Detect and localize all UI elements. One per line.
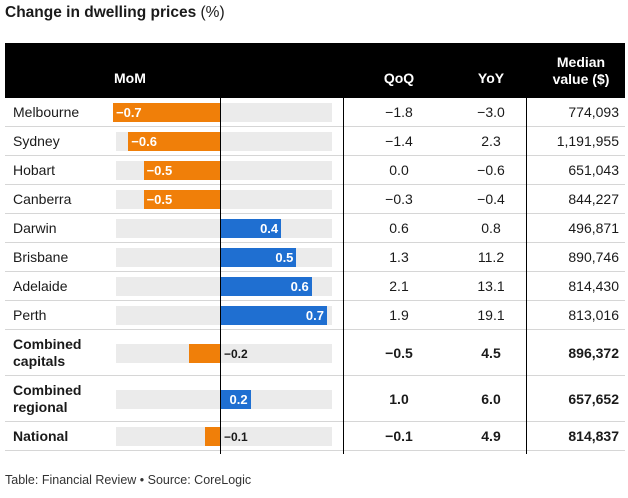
cell-qoq: 1.3	[389, 249, 409, 265]
header-median-line2: value ($)	[552, 71, 610, 87]
mom-value-label: 0.2	[229, 392, 248, 407]
cell-qoq: −0.3	[385, 191, 413, 207]
cell-qoq: 1.0	[389, 390, 409, 407]
cell-median: 651,043	[568, 162, 619, 178]
mom-value-label: 0.4	[260, 221, 279, 236]
mom-bar: −0.5	[143, 161, 220, 180]
cell-qoq: −0.5	[385, 344, 413, 361]
row-name: Perth	[13, 306, 47, 323]
cell-yoy: −0.4	[477, 191, 505, 207]
row-name: Canberra	[13, 190, 72, 207]
mom-bar: −0.5	[143, 190, 220, 209]
mom-value-label: −0.6	[131, 134, 157, 149]
cell-yoy: 4.9	[481, 428, 501, 444]
table-row: Melbourne −1.8 −3.0 774,093 −0.7	[5, 98, 625, 127]
table-row: Canberra −0.3 −0.4 844,227 −0.5	[5, 185, 625, 214]
cell-qoq: −0.1	[385, 428, 413, 444]
column-divider	[526, 98, 527, 454]
mom-value-label: −0.7	[116, 105, 142, 120]
row-name-line1: Combined	[13, 335, 82, 352]
header-median-line1: Median	[556, 54, 606, 70]
mom-bar: 0.2	[220, 390, 251, 409]
footer-source: Table: Financial Review • Source: CoreLo…	[5, 473, 252, 487]
chart-title: Change in dwelling prices (%)	[5, 4, 225, 22]
cell-qoq: 1.9	[389, 307, 409, 323]
zero-axis	[220, 98, 221, 454]
row-name: Hobart	[13, 161, 56, 178]
cell-median: 496,871	[568, 220, 619, 236]
title-unit: (%)	[200, 4, 225, 21]
row-name: Adelaide	[13, 277, 68, 294]
table-row: Brisbane 1.3 11.2 890,746 0.5	[5, 243, 625, 272]
header-yoy: YoY	[477, 70, 505, 86]
cell-median: 890,746	[568, 249, 619, 265]
mom-bar	[189, 344, 220, 363]
cell-yoy: 6.0	[481, 390, 501, 407]
cell-qoq: 2.1	[389, 278, 409, 294]
cell-yoy: 19.1	[477, 307, 505, 323]
row-name: Combined regional	[13, 376, 81, 421]
cell-median: 844,227	[568, 191, 619, 207]
row-name-line2: capitals	[13, 352, 66, 369]
row-name: Darwin	[13, 219, 57, 236]
row-name: Combined capitals	[13, 330, 81, 375]
cell-median: 813,016	[568, 307, 619, 323]
mom-bar: 0.7	[220, 306, 327, 325]
cell-qoq: 0.6	[389, 220, 409, 236]
table-row: Sydney −1.4 2.3 1,191,955 −0.6	[5, 127, 625, 156]
cell-yoy: −3.0	[477, 104, 505, 120]
table-row: Adelaide 2.1 13.1 814,430 0.6	[5, 272, 625, 301]
price-table: MoM QoQ YoY Median value ($) Melbourne −…	[5, 43, 625, 451]
mom-value-label: −0.2	[224, 346, 248, 361]
table-row: Combined regional 1.0 6.0 657,652 0.2	[5, 376, 625, 422]
cell-median: 1,191,955	[556, 133, 619, 149]
cell-median: 814,430	[568, 278, 619, 294]
cell-yoy: 0.8	[481, 220, 501, 236]
mom-value-label: −0.5	[146, 192, 173, 207]
cell-qoq: −1.4	[385, 133, 413, 149]
row-name-line1: Combined	[13, 381, 82, 398]
cell-median: 814,837	[568, 428, 619, 444]
table-row: Perth 1.9 19.1 813,016 0.7	[5, 301, 625, 330]
bar-track	[116, 344, 332, 363]
mom-bar: 0.5	[220, 248, 297, 267]
mom-value-label: 0.5	[275, 250, 294, 265]
cell-yoy: −0.6	[477, 162, 505, 178]
header-qoq: QoQ	[383, 70, 415, 86]
table-row: Darwin 0.6 0.8 496,871 0.4	[5, 214, 625, 243]
title-text: Change in dwelling prices	[5, 4, 197, 21]
table-header: MoM QoQ YoY Median value ($)	[5, 43, 625, 98]
cell-median: 774,093	[568, 104, 619, 120]
cell-qoq: 0.0	[389, 162, 409, 178]
mom-value-label: 0.7	[305, 308, 324, 323]
mom-value-label: 0.6	[290, 279, 309, 294]
row-name: Brisbane	[13, 248, 69, 265]
header-mom: MoM	[114, 70, 146, 86]
cell-yoy: 11.2	[477, 249, 505, 265]
cell-yoy: 2.3	[481, 133, 501, 149]
row-name-line2: regional	[13, 398, 68, 415]
header-median: Median value ($)	[537, 54, 625, 88]
mom-bar: 0.4	[220, 219, 282, 238]
row-name: Sydney	[13, 132, 60, 149]
mom-bar: 0.6	[220, 277, 312, 296]
row-name: Melbourne	[13, 103, 80, 120]
mom-value-label: −0.5	[146, 163, 173, 178]
table-row: Combined capitals −0.5 4.5 896,372 −0.2	[5, 330, 625, 376]
cell-qoq: −1.8	[385, 104, 413, 120]
mom-bar	[204, 427, 220, 446]
bar-track	[116, 427, 332, 446]
cell-median: 657,652	[568, 390, 619, 407]
cell-yoy: 13.1	[477, 278, 505, 294]
column-divider	[343, 98, 344, 454]
table-row: Hobart 0.0 −0.6 651,043 −0.5	[5, 156, 625, 185]
table-row: National −0.1 4.9 814,837 −0.1	[5, 422, 625, 451]
mom-bar: −0.6	[128, 132, 220, 151]
mom-bar: −0.7	[113, 103, 220, 122]
mom-value-label: −0.1	[224, 429, 248, 444]
cell-median: 896,372	[568, 344, 619, 361]
row-name: National	[13, 427, 69, 444]
cell-yoy: 4.5	[481, 344, 501, 361]
